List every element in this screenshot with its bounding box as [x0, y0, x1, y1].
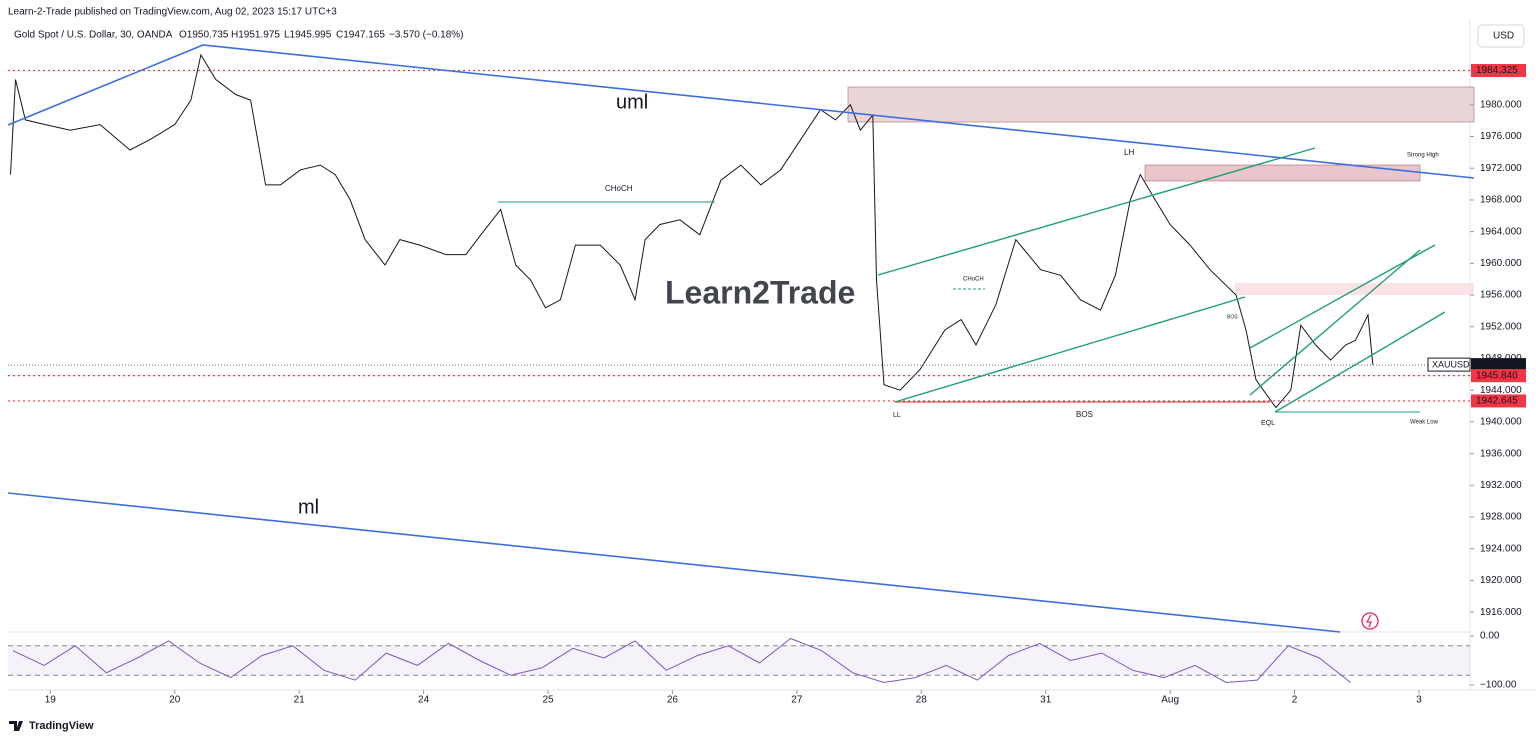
y-tick-label: 1928.000 [1480, 512, 1522, 523]
x-tick-label: 3 [1416, 695, 1422, 706]
channel2-upper [1249, 244, 1436, 349]
annotation: CHoCH [963, 277, 984, 283]
alert-icon[interactable] [1361, 612, 1379, 630]
annotation: Strong High [1407, 153, 1439, 159]
y-tick-label: 1956.000 [1480, 290, 1522, 301]
tv-logo [9, 721, 23, 731]
y-tick-label: 1924.000 [1480, 543, 1522, 554]
y-tick-label: 1932.000 [1480, 480, 1522, 491]
price-label: 1942.645 [1476, 396, 1518, 407]
publisher: Learn-2-Trade published on TradingView.c… [8, 7, 337, 18]
price-line [10, 53, 1374, 409]
y-tick-label: 1936.000 [1480, 448, 1522, 459]
drawings [7, 44, 1475, 633]
price-label-box [1471, 64, 1526, 78]
y-tick-label: 1940.000 [1480, 417, 1522, 428]
x-tick-label: 26 [667, 695, 679, 706]
channel3-lower [1274, 311, 1446, 413]
y-tick-label: 0.00 [1480, 631, 1500, 642]
series-layer [8, 53, 1470, 684]
oscillator-line [12, 637, 1351, 684]
currency-button[interactable] [1477, 24, 1525, 48]
x-tick-label: Aug [1161, 695, 1179, 706]
channel-upper [877, 147, 1316, 276]
annotation: CHoCH [605, 184, 633, 193]
currency[interactable]: USD [1493, 31, 1514, 42]
annotation: LH [1124, 148, 1134, 157]
ohlc-low: L1945.995 [284, 30, 332, 41]
ohlc-open: O1950.735 [179, 30, 229, 41]
ohlc-high: H1951.975 [231, 30, 280, 41]
price-label: 1984.325 [1476, 65, 1518, 76]
y-tick-label: 1944.000 [1480, 385, 1522, 396]
x-tick-label: 21 [294, 695, 306, 706]
y-tick-label: −100.00 [1480, 680, 1517, 691]
minor-zone [1235, 283, 1474, 295]
annotation: BOS [1227, 314, 1238, 320]
y-tick-label: 1964.000 [1480, 226, 1522, 237]
annotation: LL [893, 412, 901, 419]
alert-bolt [1365, 614, 1372, 628]
y-tick-label: 1916.000 [1480, 607, 1522, 618]
symbol-label: XAUUSD [1432, 359, 1470, 369]
symbol-label-box [1427, 357, 1471, 372]
annotation: uml [616, 91, 648, 113]
annotation: BOS [1076, 410, 1093, 419]
annotation: Weak Low [1410, 420, 1439, 426]
y-tick-label: 1980.000 [1480, 99, 1522, 110]
x-tick-label: 25 [542, 695, 554, 706]
y-tick-label: 1960.000 [1480, 258, 1522, 269]
channel-lower [894, 296, 1246, 403]
annotation: ml [298, 496, 319, 518]
x-tick-label: 27 [791, 695, 803, 706]
symbol: Gold Spot / U.S. Dollar, 30, OANDA [14, 30, 173, 41]
y-tick-label: 1952.000 [1480, 321, 1522, 332]
price-label-box [1471, 369, 1526, 383]
price-label-box [1471, 394, 1526, 408]
channel2-mid [1249, 249, 1421, 396]
x-tick-label: 19 [45, 695, 57, 706]
supply-zone [847, 86, 1475, 123]
ohlc-change: −3.570 (−0.18%) [389, 30, 464, 41]
y-tick-label: 1972.000 [1480, 163, 1522, 174]
x-tick-label: 20 [169, 695, 181, 706]
ohlc-close: C1947.165 [336, 30, 385, 41]
price-label: 1947.165 [1476, 360, 1518, 371]
x-tick-label: 2 [1292, 695, 1298, 706]
oscillator-band [8, 645, 1470, 676]
price-label: 1945.840 [1476, 370, 1518, 381]
watermark: Learn2Trade [665, 274, 855, 310]
x-tick-label: 28 [916, 695, 928, 706]
x-tick-label: 31 [1040, 695, 1052, 706]
x-tick-label: 24 [418, 695, 430, 706]
annotation: EQL [1261, 420, 1275, 427]
y-tick-label: 1968.000 [1480, 195, 1522, 206]
footer: TradingView [29, 720, 94, 732]
uml-line [7, 44, 1475, 179]
ml-line [7, 492, 1341, 633]
y-tick-label: 1920.000 [1480, 575, 1522, 586]
y-tick-label: 1976.000 [1480, 131, 1522, 142]
